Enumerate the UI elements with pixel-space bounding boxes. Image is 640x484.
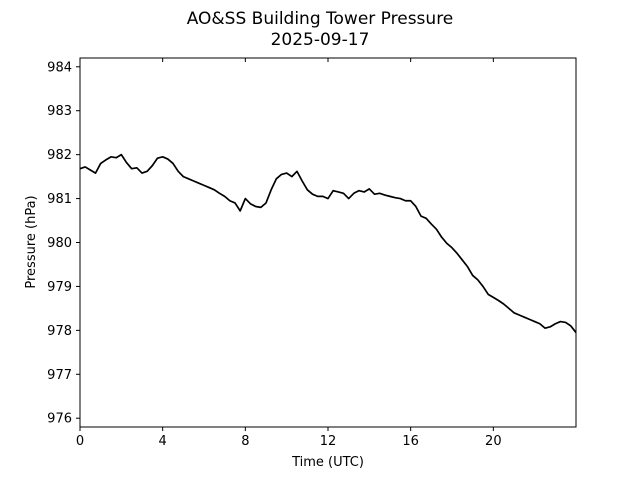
- x-tick-label: 20: [485, 434, 502, 449]
- x-axis-label: Time (UTC): [291, 455, 364, 470]
- y-tick-label: 977: [47, 368, 72, 383]
- y-axis-label: Pressure (hPa): [24, 195, 39, 288]
- plot-frame: [79, 57, 577, 428]
- y-tick-label: 981: [47, 192, 72, 207]
- x-tick-label: 16: [402, 434, 419, 449]
- x-axis-ticks: 0 4 8 12 16 20: [76, 58, 502, 449]
- y-tick-label: 982: [47, 148, 72, 163]
- x-tick-label: 12: [320, 434, 337, 449]
- y-tick-label: 984: [47, 60, 72, 75]
- chart-subtitle: 2025-09-17: [271, 30, 370, 50]
- y-tick-label: 980: [47, 236, 72, 251]
- y-tick-label: 979: [47, 280, 72, 295]
- y-axis-ticks: 976 977 978 979 980 981 982 983 984: [47, 60, 80, 427]
- x-tick-label: 4: [159, 434, 167, 449]
- y-tick-label: 976: [47, 412, 72, 427]
- x-tick-label: 8: [241, 434, 249, 449]
- y-tick-label: 983: [47, 104, 72, 119]
- y-tick-label: 978: [47, 324, 72, 339]
- chart-title: AO&SS Building Tower Pressure: [187, 9, 454, 29]
- x-tick-label: 0: [76, 434, 84, 449]
- pressure-series-line: [79, 153, 577, 334]
